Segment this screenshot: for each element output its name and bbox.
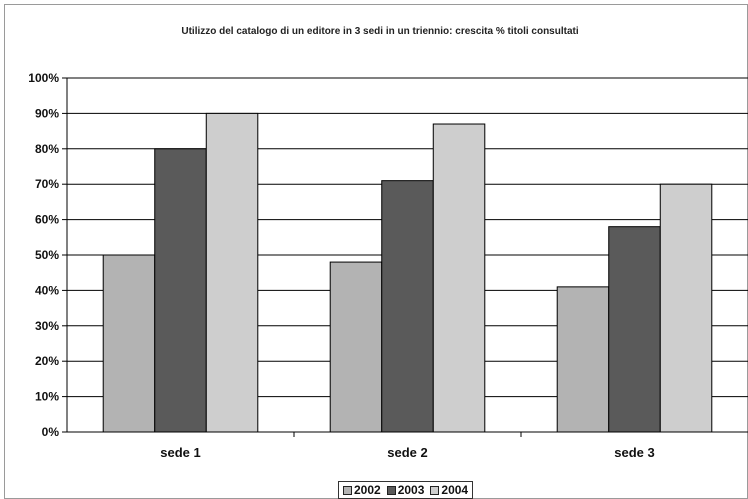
- legend-label-2002: 2002: [354, 483, 381, 497]
- bar-2003-sede-1: [154, 148, 207, 433]
- bar-2002-sede-3: [556, 286, 610, 433]
- ytick-label-2: 20%: [35, 354, 59, 368]
- bar-2002-sede-1: [102, 254, 156, 433]
- xtick-label-sede-2: sede 2: [387, 445, 427, 460]
- bar-2004-sede-1: [205, 112, 259, 433]
- bar-layer: [102, 112, 713, 433]
- ytick-label-7: 70%: [35, 177, 59, 191]
- ytick-label-5: 50%: [35, 248, 59, 262]
- bar-2004-sede-2: [432, 123, 486, 433]
- legend-swatch-2004: [430, 485, 440, 495]
- xtick-label-sede-1: sede 1: [160, 445, 200, 460]
- bar-2004-sede-3: [659, 183, 713, 433]
- legend-swatch-2003: [386, 485, 396, 495]
- bar-2003-sede-2: [381, 180, 434, 433]
- ytick-label-3: 30%: [35, 319, 59, 333]
- ytick-label-1: 10%: [35, 390, 59, 404]
- legend-label-2004: 2004: [441, 483, 469, 497]
- legend-label-2003: 2003: [397, 483, 425, 497]
- ytick-label-4: 40%: [35, 283, 59, 297]
- bar-2003-sede-3: [608, 226, 661, 433]
- ytick-label-6: 60%: [35, 213, 59, 227]
- legend: 2002 2003 2004: [338, 481, 474, 499]
- legend-item-2004: 2004: [430, 483, 468, 497]
- legend-item-2002: 2002: [343, 483, 381, 497]
- ytick-label-8: 80%: [35, 142, 59, 156]
- legend-swatch-2002: [343, 485, 352, 495]
- chart-title: Utilizzo del catalogo di un editore in 3…: [181, 26, 579, 37]
- xtick-label-sede-3: sede 3: [614, 445, 654, 460]
- bar-2002-sede-2: [329, 261, 383, 433]
- ytick-label-10: 100%: [28, 71, 59, 85]
- ytick-label-9: 90%: [35, 106, 59, 120]
- legend-item-2003: 2003: [386, 483, 425, 497]
- axis-layer: 0% 10% 20% 30% 40% 50% 60% 70% 80% 90% 100% sede 1 s…: [28, 71, 748, 460]
- ytick-label-0: 0%: [42, 425, 60, 439]
